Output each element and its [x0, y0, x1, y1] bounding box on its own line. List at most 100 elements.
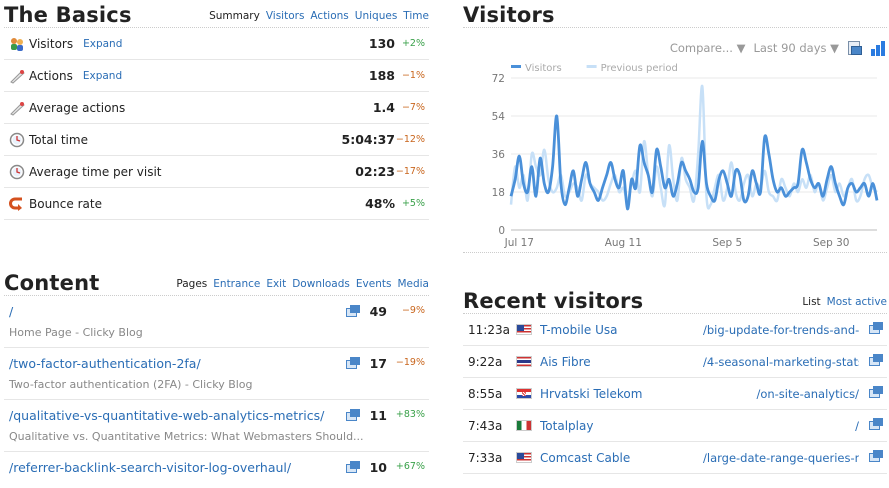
expand-link[interactable]: Expand	[83, 37, 123, 50]
basics-list: Visitors Expand 130 +2% Actions Expand 188 −1% A…	[4, 28, 429, 220]
tab-downloads[interactable]: Downloads	[292, 278, 350, 290]
basics-label: Bounce rate	[29, 196, 102, 211]
tab-summary[interactable]: Summary	[209, 10, 260, 22]
visitor-isp-link[interactable]: T-mobile Usa	[540, 322, 618, 337]
x-tick-label: Sep 30	[813, 237, 850, 249]
tab-most-active[interactable]: Most active	[826, 296, 887, 308]
expand-link[interactable]: Expand	[82, 69, 123, 82]
visited-page-link[interactable]: /on-site-analytics/	[756, 386, 859, 401]
change-percent: −7%	[401, 102, 425, 113]
basics-value: 02:23	[355, 164, 395, 179]
popout-button[interactable]	[346, 409, 360, 424]
visitors-title: Visitors	[463, 3, 555, 27]
change-percent: +83%	[395, 409, 425, 420]
basics-row: Total time 5:04:37 −12%	[4, 124, 429, 156]
popout-button[interactable]	[869, 418, 883, 433]
tab-exit[interactable]: Exit	[266, 278, 287, 290]
basics-value: 48%	[365, 196, 395, 211]
recent-title: Recent visitors	[463, 289, 644, 313]
popout-button[interactable]	[346, 461, 360, 476]
tab-visitors[interactable]: Visitors	[265, 10, 305, 22]
visit-time: 7:43a	[468, 418, 503, 433]
visitor-isp-link[interactable]: Ais Fibre	[540, 354, 591, 369]
page-path-link[interactable]: /referrer-backlink-search-visitor-log-ov…	[9, 460, 292, 475]
tab-list[interactable]: List	[802, 296, 821, 308]
basics-header: The Basics Summary Visitors Actions Uniq…	[4, 0, 429, 28]
page-title: Qualitative vs. Quantitative Metrics: Wh…	[9, 430, 364, 443]
popout-button[interactable]	[869, 450, 883, 465]
popout-icon[interactable]	[869, 418, 883, 430]
popout-icon[interactable]	[346, 461, 360, 473]
change-percent: −17%	[395, 166, 425, 177]
popout-button[interactable]	[869, 386, 883, 401]
content-tabs: Pages Entrance Exit Downloads Events Med…	[176, 278, 429, 295]
tab-time[interactable]: Time	[403, 10, 429, 22]
popout-icon[interactable]	[869, 354, 883, 366]
content-row: /qualitative-vs-quantitative-web-analyti…	[4, 400, 429, 452]
visitors-header: Visitors	[463, 0, 887, 28]
previous-period-line	[509, 84, 878, 210]
export-icon[interactable]	[847, 40, 863, 56]
popout-button[interactable]	[869, 354, 883, 369]
popout-icon[interactable]	[869, 322, 883, 334]
recent-header: Recent visitors List Most active	[463, 282, 887, 314]
visited-page-link[interactable]: /	[855, 418, 859, 433]
visitor-isp-link[interactable]: Totalplay	[540, 418, 594, 433]
change-percent: −9%	[401, 305, 425, 316]
recent-visitor-row: 11:23a T-mobile Usa/big-update-for-trends…	[463, 314, 887, 346]
clock-icon	[9, 164, 25, 180]
content-row: /two-factor-authentication-2fa/Two-facto…	[4, 348, 429, 400]
visitors-divider	[463, 252, 887, 253]
tab-entrance[interactable]: Entrance	[213, 278, 261, 290]
tab-media[interactable]: Media	[397, 278, 429, 290]
visitor-isp-link[interactable]: Comcast Cable	[540, 450, 631, 465]
bar-chart-icon[interactable]	[871, 40, 887, 56]
date-range-dropdown[interactable]: Last 90 days ▼	[753, 41, 839, 55]
page-count: 11	[369, 408, 387, 423]
popout-button[interactable]	[346, 357, 360, 372]
visited-page-link[interactable]: /large-date-range-queries-n...	[703, 450, 859, 465]
legend-swatch	[586, 65, 597, 68]
recent-visitor-row: 9:22a Ais Fibre/4-seasonal-marketing-stat…	[463, 346, 887, 378]
recent-visitor-row: 7:33a Comcast Cable/large-date-range-quer…	[463, 442, 887, 474]
recent-visitor-row: 8:55a Hrvatski Telekom/on-site-analytics/	[463, 378, 887, 410]
popout-icon[interactable]	[869, 450, 883, 462]
basics-row: Average time per visit 02:23 −17%	[4, 156, 429, 188]
page-path-link[interactable]: /	[9, 304, 14, 319]
page-path-link[interactable]: /two-factor-authentication-2fa/	[9, 356, 201, 371]
y-tick-label: 54	[492, 111, 506, 123]
popout-icon[interactable]	[346, 357, 360, 369]
basics-title: The Basics	[4, 3, 132, 27]
popout-icon[interactable]	[346, 305, 360, 317]
tab-actions[interactable]: Actions	[310, 10, 349, 22]
popout-icon[interactable]	[346, 409, 360, 421]
page-path-link[interactable]: /qualitative-vs-quantitative-web-analyti…	[9, 408, 325, 423]
visited-page-link[interactable]: /big-update-for-trends-and-...	[703, 322, 859, 337]
recent-list: 11:23a T-mobile Usa/big-update-for-trends…	[463, 314, 887, 474]
recent-visitors-panel: Recent visitors List Most active 11:23a T…	[463, 282, 887, 474]
compare-dropdown[interactable]: Compare... ▼	[669, 41, 746, 55]
visited-page-link[interactable]: /4-seasonal-marketing-stats...	[703, 354, 859, 369]
basics-label: Average actions	[29, 100, 126, 115]
basics-row: Bounce rate 48% +5%	[4, 188, 429, 220]
visit-time: 9:22a	[468, 354, 503, 369]
tab-pages[interactable]: Pages	[176, 278, 208, 290]
popout-button[interactable]	[869, 322, 883, 337]
popout-icon[interactable]	[869, 386, 883, 398]
visit-time: 7:33a	[468, 450, 503, 465]
page-title: Two-factor authentication (2FA) - Clicky…	[9, 378, 253, 391]
basics-label: Visitors	[29, 36, 74, 51]
basics-label: Actions	[29, 68, 73, 83]
visitors-panel: Visitors Compare... ▼ Last 90 days ▼ 0 18…	[463, 0, 887, 254]
content-row: / Home Page - Clicky Blog 49 −9%	[4, 296, 429, 348]
tab-events[interactable]: Events	[355, 278, 392, 290]
chart-controls: Compare... ▼ Last 90 days ▼	[670, 40, 887, 56]
visitor-isp-link[interactable]: Hrvatski Telekom	[540, 386, 643, 401]
tab-uniques[interactable]: Uniques	[354, 10, 398, 22]
popout-button[interactable]	[346, 305, 360, 320]
y-tick-label: 72	[492, 73, 505, 85]
page-title: Home Page - Clicky Blog	[9, 326, 143, 339]
average-actions-icon	[9, 100, 25, 116]
change-percent: −12%	[395, 134, 425, 145]
legend-label: Visitors	[525, 63, 562, 74]
